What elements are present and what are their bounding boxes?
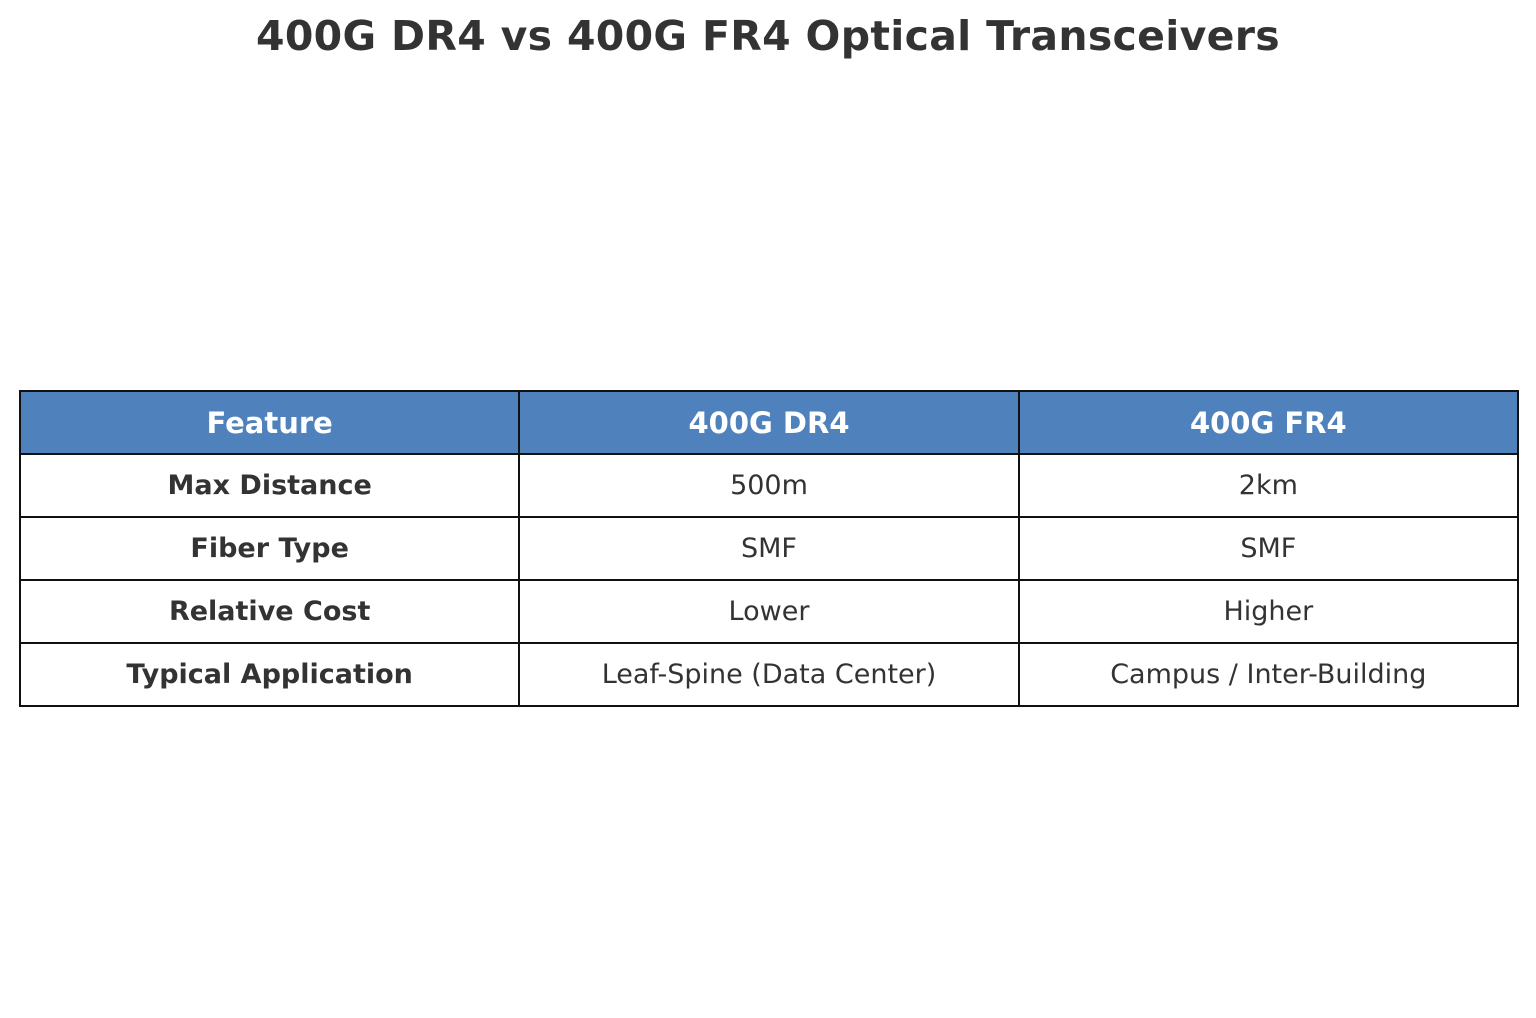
feature-cell: Relative Cost <box>18 579 521 644</box>
dr4-cell: 500m <box>518 453 1020 518</box>
header-feature: Feature <box>18 390 521 455</box>
feature-cell: Max Distance <box>18 453 521 518</box>
header-fr4: 400G FR4 <box>1017 390 1520 455</box>
feature-cell: Typical Application <box>18 642 521 707</box>
comparison-table: Feature 400G DR4 400G FR4 Max Distance 5… <box>18 390 1520 707</box>
header-dr4: 400G DR4 <box>518 390 1020 455</box>
fr4-cell: 2km <box>1017 453 1520 518</box>
table-row: Relative Cost Lower Higher <box>18 579 1520 644</box>
dr4-cell: Leaf-Spine (Data Center) <box>518 642 1020 707</box>
table-row: Max Distance 500m 2km <box>18 453 1520 518</box>
chart-title: 400G DR4 vs 400G FR4 Optical Transceiver… <box>256 12 1280 60</box>
dr4-cell: Lower <box>518 579 1020 644</box>
fr4-cell: Campus / Inter-Building <box>1017 642 1520 707</box>
table-header-row: Feature 400G DR4 400G FR4 <box>18 390 1520 455</box>
dr4-cell: SMF <box>518 516 1020 581</box>
table-row: Fiber Type SMF SMF <box>18 516 1520 581</box>
table-row: Typical Application Leaf-Spine (Data Cen… <box>18 642 1520 707</box>
fr4-cell: SMF <box>1017 516 1520 581</box>
fr4-cell: Higher <box>1017 579 1520 644</box>
feature-cell: Fiber Type <box>18 516 521 581</box>
